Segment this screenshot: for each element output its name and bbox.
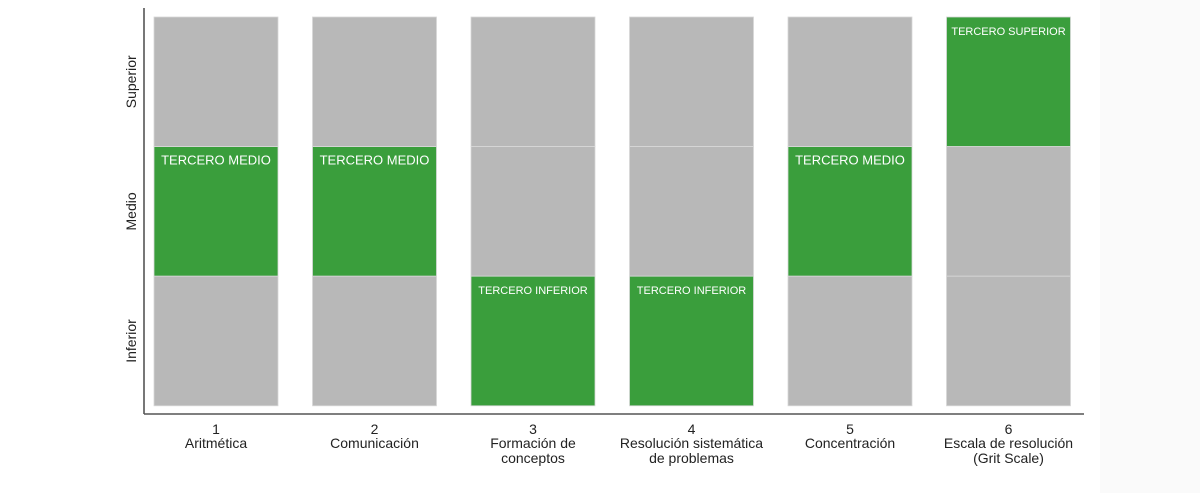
x-tick-number-2: 2 <box>371 421 379 437</box>
axes <box>143 8 1084 415</box>
y-label-inferior: Inferior <box>123 319 139 363</box>
cell-col2-inferior <box>312 275 437 407</box>
x-tick-label-3-line2: conceptos <box>501 450 565 466</box>
tier-label-col1: TERCERO MEDIO <box>161 153 271 168</box>
cell-col2-superior <box>312 16 437 148</box>
cell-col5-superior <box>787 16 913 148</box>
x-tick-label-5-line1: Concentración <box>805 435 895 451</box>
cell-col3-inferior-highlight <box>470 275 596 407</box>
x-tick-label-3-line1: Formación de <box>490 435 576 451</box>
y-axis-labels: Inferior Medio Superior <box>123 55 139 363</box>
tier-label-col3: TERCERO INFERIOR <box>478 285 587 297</box>
cell-col6-medio <box>946 146 1071 277</box>
cell-col4-medio <box>629 146 754 277</box>
x-tick-number-3: 3 <box>529 421 537 437</box>
x-tick-label-4-line1: Resolución sistemática <box>620 435 763 451</box>
x-tick-number-6: 6 <box>1005 421 1013 437</box>
x-tick-number-1: 1 <box>212 421 220 437</box>
x-tick-label-2-line1: Comunicación <box>330 435 419 451</box>
x-tick-label-6-line1: Escala de resolución <box>944 435 1073 451</box>
x-tick-number-5: 5 <box>846 421 854 437</box>
cell-col1-inferior <box>153 275 279 407</box>
cell-col3-medio <box>470 146 596 277</box>
x-tick-label-6-line2: (Grit Scale) <box>973 450 1044 466</box>
x-tick-number-4: 4 <box>688 421 696 437</box>
cell-col4-inferior-highlight <box>629 275 754 407</box>
cell-col1-medio-highlight <box>153 146 279 277</box>
cell-col6-superior-highlight <box>946 16 1071 148</box>
cell-col3-superior <box>470 16 596 148</box>
tier-label-col2: TERCERO MEDIO <box>320 153 430 168</box>
cell-col1-superior <box>153 16 279 148</box>
y-label-superior: Superior <box>123 55 139 108</box>
tier-label-col4: TERCERO INFERIOR <box>637 285 746 297</box>
x-tick-label-1-line1: Aritmética <box>185 435 247 451</box>
chart-cells: TERCERO MEDIO TERCERO MEDIO TERCERO INFERI… <box>153 16 1071 407</box>
x-tick-label-4-line2: de problemas <box>649 450 734 466</box>
cell-col4-superior <box>629 16 754 148</box>
background-strip <box>1100 0 1200 493</box>
cell-col2-medio-highlight <box>312 146 437 277</box>
y-label-medio: Medio <box>123 192 139 230</box>
tier-label-col5: TERCERO MEDIO <box>795 153 905 168</box>
cell-col5-inferior <box>787 275 913 407</box>
tier-label-col6: TERCERO SUPERIOR <box>951 26 1065 38</box>
cell-col6-inferior <box>946 275 1071 407</box>
